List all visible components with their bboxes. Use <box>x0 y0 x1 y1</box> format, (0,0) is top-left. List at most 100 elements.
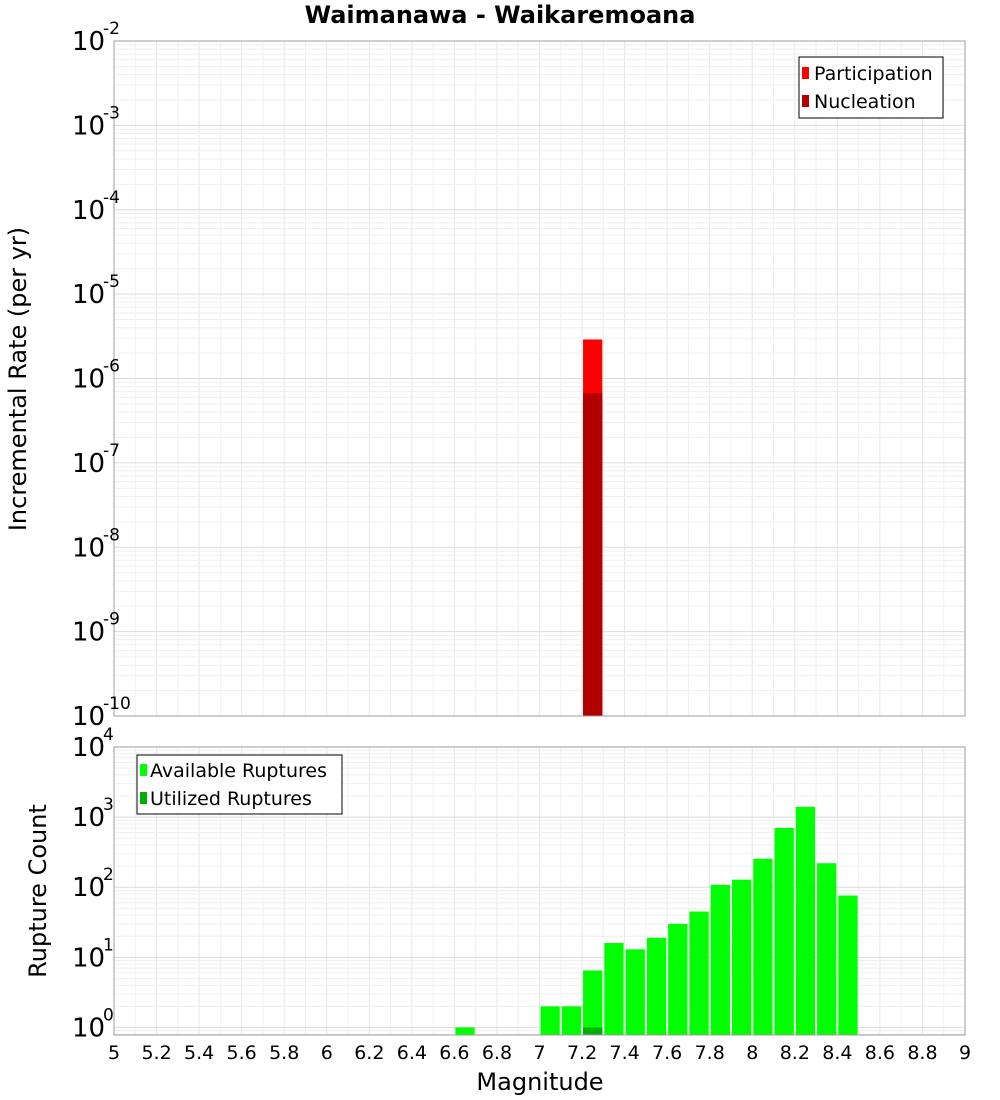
available-bar <box>710 884 730 1035</box>
top-y-tick: 10-9 <box>72 610 120 648</box>
x-tick-label: 5.2 <box>141 1042 171 1064</box>
available-bar <box>646 937 667 1035</box>
bottom-y-tick-exponent: 4 <box>103 725 114 745</box>
top-y-tick: 10-2 <box>72 19 120 57</box>
x-tick-label: 8.6 <box>865 1042 895 1064</box>
x-tick-label: 7.8 <box>695 1042 725 1064</box>
bottom-y-tick: 103 <box>72 795 114 833</box>
top-y-tick-exponent: -10 <box>103 694 131 714</box>
available-bar <box>561 1006 582 1035</box>
bottom-y-tick-exponent: 1 <box>103 935 114 955</box>
top-y-tick-exponent: -8 <box>103 525 120 545</box>
legend-swatch-available <box>140 764 147 776</box>
utilized-bar <box>583 1027 603 1035</box>
top-y-tick: 10-3 <box>72 103 120 141</box>
x-tick-labels: 5 5.2 5.4 5.6 5.8 6 6.2 6.4 6.6 6.8 7 7.2 7.4 7.6 7.8 8… <box>108 1042 971 1064</box>
available-bar <box>455 1027 475 1035</box>
bottom-y-tick-base: 10 <box>72 873 105 903</box>
x-tick-label: 8 <box>746 1042 758 1064</box>
x-tick-label: 6.2 <box>354 1042 384 1064</box>
x-tick-label: 5.6 <box>227 1042 257 1064</box>
top-y-tick-base: 10 <box>72 702 105 732</box>
top-legend-box <box>798 56 944 119</box>
x-axis-label: Magnitude <box>476 1068 603 1096</box>
x-tick-label: 7.6 <box>652 1042 682 1064</box>
x-tick-label: 6 <box>321 1042 333 1064</box>
top-y-tick-base: 10 <box>72 280 105 310</box>
bottom-y-tick: 101 <box>72 935 114 973</box>
legend-swatch-utilized <box>140 792 147 804</box>
bottom-y-tick-exponent: 3 <box>103 795 114 815</box>
bottom-y-tick: 104 <box>72 725 114 763</box>
bottom-legend-box <box>136 754 343 815</box>
available-bar <box>838 895 858 1035</box>
bottom-y-tick-base: 10 <box>72 943 105 973</box>
x-tick-label: 7.4 <box>609 1042 639 1064</box>
top-y-tick: 10-7 <box>72 441 120 479</box>
available-bar <box>731 879 752 1035</box>
top-y-tick-base: 10 <box>72 365 105 395</box>
bottom-y-tick: 102 <box>72 865 114 903</box>
nucleation-bar <box>583 393 603 716</box>
top-y-tick-exponent: -4 <box>103 188 120 208</box>
available-bar <box>583 970 603 1035</box>
top-y-tick: 10-5 <box>72 272 120 310</box>
available-bar <box>817 863 837 1035</box>
bottom-y-tick-exponent: 2 <box>103 865 114 885</box>
top-y-tick-base: 10 <box>72 27 105 57</box>
top-y-tick-base: 10 <box>72 449 105 479</box>
top-legend: Participation Nucleation <box>798 56 944 119</box>
x-tick-label: 5 <box>108 1042 120 1064</box>
available-bar <box>774 827 794 1035</box>
available-bar <box>753 858 773 1035</box>
top-y-tick: 10-10 <box>72 694 131 732</box>
available-bar <box>689 911 709 1035</box>
top-y-tick-base: 10 <box>72 533 105 563</box>
top-y-tick-exponent: -5 <box>103 272 120 292</box>
top-y-axis-label: Incremental Rate (per yr) <box>4 227 32 531</box>
top-y-tick-exponent: -9 <box>103 610 120 630</box>
x-tick-label: 6.8 <box>482 1042 512 1064</box>
bottom-y-tick-exponent: 0 <box>103 1005 114 1025</box>
legend-swatch-nucleation <box>802 95 809 107</box>
x-tick-label: 6.4 <box>397 1042 427 1064</box>
legend-label-participation: Participation <box>814 63 933 85</box>
top-bars <box>583 339 603 716</box>
available-bar <box>625 949 645 1035</box>
top-y-tick-exponent: -2 <box>103 19 120 39</box>
top-y-tick-base: 10 <box>72 111 105 141</box>
x-tick-label: 7 <box>533 1042 545 1064</box>
top-plot-frame <box>113 40 966 717</box>
top-y-tick: 10-8 <box>72 525 120 563</box>
available-bar <box>668 923 688 1035</box>
bottom-y-tick-base: 10 <box>72 733 105 763</box>
available-bar <box>540 1006 560 1035</box>
bottom-bars <box>455 806 858 1035</box>
legend-label-available: Available Ruptures <box>150 760 327 782</box>
bottom-legend: Available Ruptures Utilized Ruptures <box>136 754 343 815</box>
top-y-tick: 10-6 <box>72 357 120 395</box>
x-tick-label: 8.8 <box>907 1042 937 1064</box>
x-tick-label: 8.4 <box>822 1042 852 1064</box>
available-bar <box>604 943 624 1035</box>
x-tick-label: 5.4 <box>184 1042 214 1064</box>
x-tick-label: 7.2 <box>567 1042 597 1064</box>
top-grid <box>113 40 966 717</box>
legend-label-nucleation: Nucleation <box>814 91 916 113</box>
chart-title: Waimanawa - Waikaremoana <box>305 1 696 29</box>
top-y-tick-base: 10 <box>72 196 105 226</box>
bottom-y-tick-base: 10 <box>72 1013 105 1043</box>
x-tick-label: 8.2 <box>780 1042 810 1064</box>
top-y-tick-exponent: -3 <box>103 103 120 123</box>
available-bar <box>795 806 816 1035</box>
x-tick-label: 5.8 <box>269 1042 299 1064</box>
bottom-y-tick-base: 10 <box>72 803 105 833</box>
x-tick-label: 9 <box>959 1042 971 1064</box>
x-tick-label: 6.6 <box>439 1042 469 1064</box>
bottom-y-tick: 100 <box>72 1005 114 1043</box>
top-y-tick-base: 10 <box>72 618 105 648</box>
legend-label-utilized: Utilized Ruptures <box>150 788 312 810</box>
